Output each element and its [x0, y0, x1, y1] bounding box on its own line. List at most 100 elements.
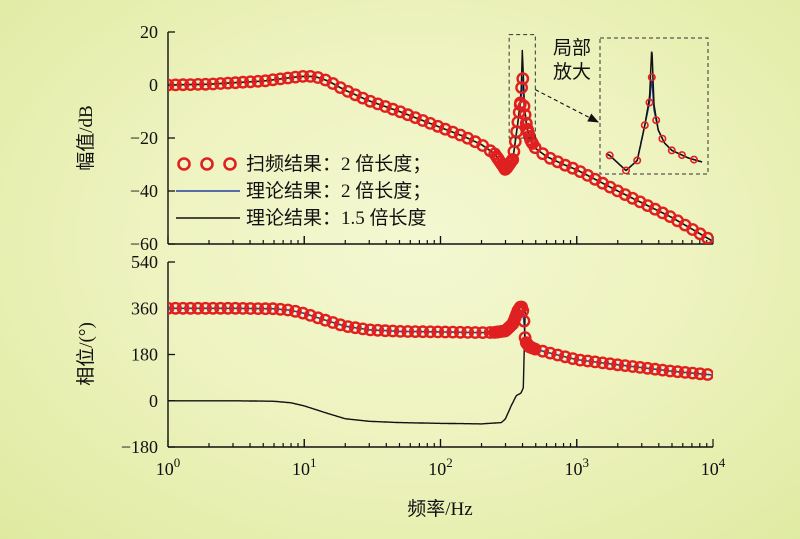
x-tick-label: 101 [292, 455, 317, 479]
mag-sweep-marker [408, 111, 422, 125]
phase-sweep-marker [416, 325, 430, 339]
mag-sweep-marker [296, 70, 310, 83]
phase-sweep-marker [626, 360, 639, 373]
mag-sweep-marker [273, 72, 287, 86]
x-tick-base: 10 [428, 459, 446, 479]
mag-sweep-marker [266, 73, 280, 87]
x-tick-label: 100 [156, 455, 181, 479]
phase-sweep-marker [371, 323, 385, 337]
phase-sweep-marker [326, 316, 340, 329]
phase-sweep-marker [438, 325, 452, 339]
phase-sweep-marker [393, 324, 407, 338]
legend-label-2: 理论结果：1.5 倍长度 [246, 207, 427, 229]
phase-sweep-marker [618, 359, 632, 372]
phase-sweep-marker [356, 322, 370, 336]
mag-sweep-marker [514, 96, 527, 110]
legend-marker-sweep [200, 157, 214, 171]
phase-sweep-marker [656, 363, 669, 377]
mag-sweep-marker [431, 119, 445, 133]
mag-sweep-marker [393, 105, 407, 119]
mag-sweep-marker [416, 114, 430, 127]
zoom-inset-box [599, 37, 709, 175]
x-tick-exponent: 0 [174, 455, 181, 470]
mag-sweep-marker [176, 78, 190, 92]
phase-series-group [168, 300, 713, 425]
magnitude-y-label: 幅值/dB [75, 105, 97, 170]
mag-sweep-marker [701, 231, 713, 244]
x-tick-base: 10 [156, 459, 174, 479]
mag-sweep-marker [401, 108, 415, 122]
mag-y-tick-label: −20 [130, 128, 158, 148]
mag-marker-series [168, 70, 713, 244]
mag-sweep-marker [453, 128, 467, 142]
phase-sweep-marker [596, 356, 609, 370]
phase-sweep-marker [461, 325, 475, 339]
phase-sweep-marker [423, 325, 437, 339]
mag-sweep-marker [169, 78, 182, 92]
inset-sweep-marker [640, 121, 649, 130]
phase-sweep-marker [581, 354, 595, 368]
mag-sweep-marker [558, 158, 572, 172]
phase-sweep-marker [528, 342, 542, 356]
mag-sweep-marker [423, 117, 437, 130]
zoom-arrow [535, 89, 599, 123]
phase-sweep-marker [468, 326, 482, 339]
phase-sweep-marker [168, 301, 175, 315]
phase-sweep-marker [281, 303, 295, 317]
inset-sweep-marker [633, 156, 642, 165]
inset-sweep-marker [667, 146, 676, 155]
phase-y-tick-label: 540 [131, 252, 158, 272]
phase-sweep-marker [671, 365, 684, 379]
phase-sweep-marker [408, 325, 422, 338]
mag-sweep-marker [288, 70, 302, 84]
phase-sweep-marker [611, 358, 624, 372]
phase-y-tick-label: 180 [131, 345, 158, 365]
phase-sweep-marker [311, 311, 325, 325]
mag-sweep-marker [303, 70, 317, 83]
legend-label-1: 理论结果：2 倍长度； [246, 180, 431, 202]
phase-sweep-marker [431, 325, 445, 339]
phase-sweep-marker [536, 344, 550, 358]
phase-sweep-marker [603, 357, 617, 371]
phase-sweep-marker [191, 301, 205, 315]
phase-sweep-marker [363, 323, 377, 337]
mag-sweep-marker [311, 71, 325, 84]
phase-sweep-marker [206, 301, 220, 315]
phase-sweep-marker [243, 302, 257, 315]
phase-sweep-marker [273, 302, 287, 316]
phase-sweep-marker [446, 325, 460, 339]
phase-sweep-marker [641, 361, 654, 375]
phase-sweep-marker [236, 301, 250, 315]
inset-sweep-marker [647, 73, 656, 82]
phase-sweep-marker [633, 360, 647, 374]
phase-sweep-marker [701, 368, 713, 381]
phase-y-tick-label: 360 [131, 298, 158, 318]
mag-sweep-marker [221, 76, 235, 90]
phase-sweep-marker [378, 324, 392, 338]
mag-sweep-marker [551, 155, 565, 169]
x-tick-base: 10 [565, 459, 583, 479]
mag-sweep-marker [446, 125, 460, 139]
phase-sweep-marker [551, 348, 565, 362]
phase-sweep-marker [401, 325, 415, 338]
phase-sweep-marker [476, 326, 490, 339]
phase-sweep-marker [453, 325, 467, 339]
phase-sweep-marker [386, 324, 400, 338]
mag-sweep-marker [517, 99, 531, 113]
phase-y-label: 相位/(°) [75, 322, 97, 386]
x-tick-exponent: 4 [719, 455, 726, 470]
inset-sweep-marker [689, 155, 698, 164]
phase-sweep-marker [288, 304, 302, 318]
legend-marker-sweep [223, 157, 237, 171]
mag-sweep-marker [214, 77, 227, 90]
mag-sweep-marker [191, 78, 205, 91]
x-tick-exponent: 3 [583, 455, 590, 470]
mag-sweep-marker [199, 77, 212, 91]
mag-sweep-marker [341, 85, 355, 98]
phase-sweep-marker [184, 301, 197, 315]
x-tick-label: 103 [565, 455, 590, 479]
mag-sweep-marker [515, 81, 528, 95]
zoom-source-box [508, 34, 536, 139]
